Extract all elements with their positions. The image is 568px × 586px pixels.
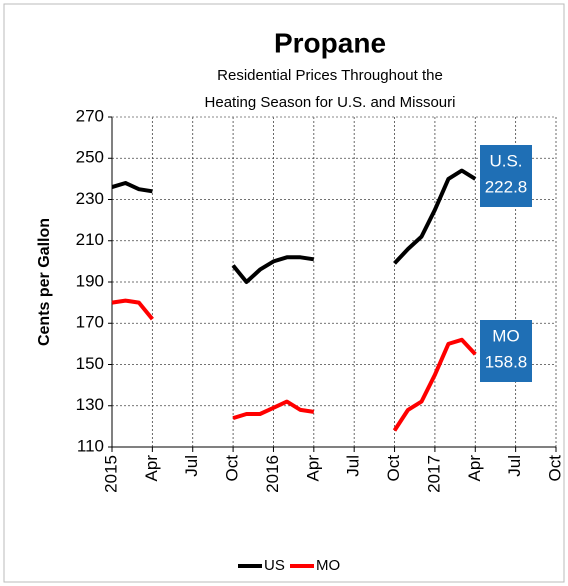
y-tick-label: 190 <box>76 271 104 290</box>
x-tick-label: 2016 <box>263 455 282 493</box>
x-tick-label: Apr <box>465 455 484 482</box>
subtitle: Residential Prices Throughout the <box>217 67 443 84</box>
x-tick-label: Apr <box>142 455 161 482</box>
y-tick-label: 130 <box>76 395 104 414</box>
legend-label: MO <box>316 557 340 574</box>
y-tick-label: 230 <box>76 189 104 208</box>
annotation-box <box>480 145 532 207</box>
chart-title: Propane <box>274 27 386 58</box>
x-tick-label: 2017 <box>424 455 443 493</box>
x-tick-label: Apr <box>303 455 322 482</box>
y-tick-label: 170 <box>76 313 104 332</box>
annotation-label: U.S. <box>489 151 522 170</box>
annotation-label: MO <box>492 326 519 345</box>
annotation-box <box>480 320 532 382</box>
y-axis-label: Cents per Gallon <box>36 218 53 346</box>
subtitle: Heating Season for U.S. and Missouri <box>205 94 456 111</box>
x-tick-label: Oct <box>384 455 403 482</box>
x-tick-label: Jul <box>182 455 201 477</box>
x-tick-label: Oct <box>223 455 242 482</box>
y-tick-label: 270 <box>76 106 104 125</box>
y-tick-label: 250 <box>76 148 104 167</box>
series-line <box>111 298 477 432</box>
annotation-value: 158.8 <box>485 352 528 371</box>
x-tick-label: Jul <box>505 455 524 477</box>
y-tick-label: 110 <box>77 436 104 455</box>
x-tick-label: Oct <box>545 455 564 482</box>
x-tick-label: 2015 <box>101 455 120 493</box>
y-tick-label: 210 <box>76 230 104 249</box>
series-line <box>111 168 477 284</box>
y-tick-label: 150 <box>76 354 104 373</box>
legend-label: US <box>264 557 285 574</box>
annotation-value: 222.8 <box>485 177 528 196</box>
frame <box>3 3 565 583</box>
x-tick-label: Jul <box>344 455 363 477</box>
